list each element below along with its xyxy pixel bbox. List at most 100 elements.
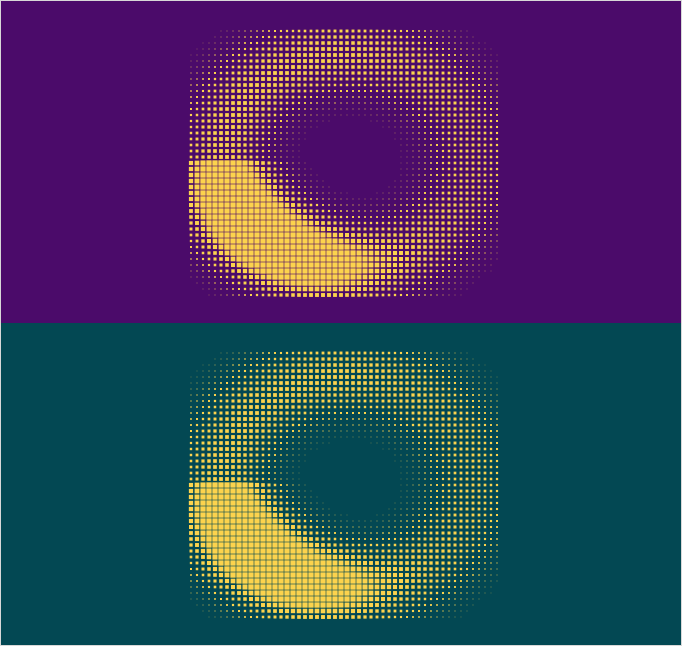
halftone-dot bbox=[231, 465, 235, 469]
halftone-dot bbox=[207, 95, 211, 99]
halftone-dot bbox=[417, 77, 421, 81]
halftone-dot bbox=[370, 526, 372, 528]
halftone-dot bbox=[218, 172, 224, 178]
halftone-dot bbox=[321, 387, 325, 391]
halftone-dot bbox=[368, 584, 374, 590]
halftone-dot bbox=[417, 549, 421, 553]
halftone-dot bbox=[400, 174, 402, 176]
halftone-dot bbox=[219, 275, 223, 279]
halftone-dot bbox=[285, 363, 289, 367]
halftone-dot bbox=[231, 459, 235, 463]
halftone-dot bbox=[309, 525, 313, 529]
halftone-dot bbox=[242, 220, 248, 226]
halftone-dot bbox=[218, 250, 224, 256]
halftone-dot bbox=[441, 567, 445, 571]
halftone-dot bbox=[453, 399, 457, 403]
halftone-dot bbox=[286, 126, 288, 128]
halftone-dot bbox=[495, 489, 499, 493]
halftone-dot bbox=[490, 538, 492, 540]
halftone-dot bbox=[489, 531, 493, 535]
halftone-dot bbox=[189, 471, 193, 475]
halftone-dot bbox=[195, 107, 199, 111]
halftone-dot bbox=[236, 232, 242, 238]
halftone-dot bbox=[453, 525, 457, 529]
halftone-dot bbox=[334, 514, 336, 516]
halftone-dot bbox=[430, 496, 432, 498]
halftone-dot bbox=[290, 572, 296, 578]
halftone-dot bbox=[460, 616, 462, 618]
halftone-dot bbox=[219, 405, 223, 409]
halftone-dot bbox=[459, 441, 463, 445]
halftone-dot bbox=[368, 578, 374, 584]
halftone-dot bbox=[219, 447, 223, 451]
halftone-dot bbox=[418, 168, 420, 170]
halftone-dot bbox=[436, 478, 438, 480]
halftone-dot bbox=[243, 155, 247, 159]
halftone-dot bbox=[412, 526, 414, 528]
halftone-dot bbox=[302, 566, 308, 572]
halftone-dot bbox=[201, 95, 205, 99]
halftone-dot bbox=[496, 538, 498, 540]
halftone-dot bbox=[399, 281, 403, 285]
halftone-dot bbox=[248, 584, 254, 590]
halftone-dot bbox=[459, 185, 463, 189]
halftone-dot bbox=[201, 579, 205, 583]
halftone-dot bbox=[218, 494, 224, 500]
halftone-dot bbox=[417, 203, 421, 207]
halftone-dot bbox=[352, 96, 354, 98]
halftone-dot bbox=[471, 549, 475, 553]
halftone-dot bbox=[483, 167, 487, 171]
halftone-dot bbox=[339, 387, 343, 391]
halftone-dot bbox=[326, 274, 332, 280]
halftone-dot bbox=[351, 387, 355, 391]
halftone-dot bbox=[387, 239, 391, 243]
halftone-dot bbox=[441, 137, 445, 141]
halftone-dot bbox=[298, 442, 300, 444]
halftone-dot bbox=[406, 490, 408, 492]
halftone-dot bbox=[429, 381, 433, 385]
halftone-dot bbox=[314, 542, 320, 548]
halftone-dot bbox=[231, 71, 235, 75]
halftone-dot bbox=[477, 513, 481, 517]
halftone-dot bbox=[201, 477, 205, 481]
halftone-dot bbox=[375, 41, 379, 45]
halftone-dot bbox=[255, 603, 259, 607]
halftone-dot bbox=[496, 90, 498, 92]
halftone-dot bbox=[326, 554, 332, 560]
halftone-dot bbox=[225, 429, 229, 433]
halftone-dot bbox=[328, 442, 330, 444]
halftone-dot bbox=[465, 125, 469, 129]
halftone-dot bbox=[483, 185, 487, 189]
halftone-dot bbox=[320, 584, 326, 590]
halftone-dot bbox=[370, 532, 372, 534]
halftone-dot bbox=[471, 471, 475, 475]
halftone-dot bbox=[200, 220, 206, 226]
halftone-dot bbox=[423, 65, 427, 69]
halftone-dot bbox=[477, 107, 481, 111]
halftone-dot bbox=[356, 244, 362, 250]
halftone-dot bbox=[207, 477, 211, 481]
halftone-dot bbox=[339, 369, 343, 373]
halftone-dot bbox=[489, 447, 493, 451]
halftone-dot bbox=[273, 185, 277, 189]
halftone-dot bbox=[400, 168, 402, 170]
halftone-dot bbox=[496, 526, 498, 528]
halftone-dot bbox=[465, 119, 469, 123]
halftone-dot bbox=[249, 77, 253, 81]
halftone-dot bbox=[447, 381, 451, 385]
halftone-dot bbox=[393, 65, 397, 69]
halftone-dot bbox=[447, 525, 451, 529]
halftone-dot bbox=[273, 77, 277, 81]
halftone-dot bbox=[453, 245, 457, 249]
halftone-dot bbox=[321, 41, 325, 45]
halftone-dot bbox=[218, 530, 224, 536]
halftone-dot bbox=[405, 35, 409, 39]
halftone-dot bbox=[212, 226, 218, 232]
halftone-dot bbox=[453, 155, 457, 159]
halftone-dot bbox=[429, 41, 433, 45]
halftone-dot bbox=[322, 430, 324, 432]
halftone-dot bbox=[483, 209, 487, 213]
halftone-dot bbox=[363, 369, 367, 373]
halftone-dot bbox=[190, 394, 192, 396]
halftone-dot bbox=[338, 244, 344, 250]
